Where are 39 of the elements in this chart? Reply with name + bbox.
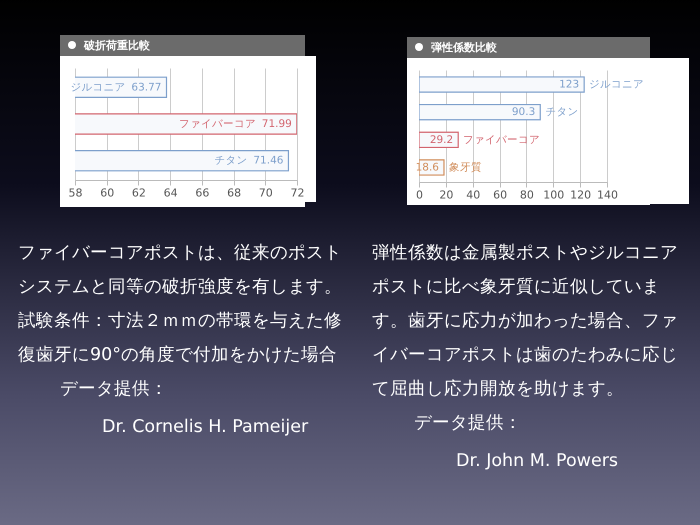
x-tick-label: 60 [100,186,114,200]
y-tick-label: ファイバーコア [178,118,256,130]
chart-title: 弾性係数比較 [407,37,650,58]
x-tick-label: 140 [597,188,618,202]
y-tick-label: チタン [545,106,578,118]
y-tick-label: ファイバーコア [463,134,540,146]
text: Dr. Cornelis H. Pameijer [101,416,310,439]
data-label: 63.77 [131,81,162,94]
data-label: 71.99 [262,118,292,130]
y-tick-label: チタン [214,154,248,167]
x-tick-label: 20 [439,188,454,202]
x-tick-label: 70 [258,186,273,200]
text: データ提供： [59,378,169,401]
x-tick-label: 120 [570,188,592,202]
data-label: 123 [559,78,580,91]
x-tick-label: 58 [68,186,82,200]
bar [419,104,541,120]
x-tick-label: 66 [195,186,210,200]
x-tick-label: 100 [543,188,564,202]
x-tick-label: 64 [164,186,178,200]
x-tick-label: 72 [290,186,304,200]
chart-title: 破折荷重比較 [60,35,305,56]
x-tick-label: 68 [227,186,242,200]
x-tick-label: 0 [416,188,423,202]
text: 弾性係数は金属製ポストやジルコニアポストに比べ象牙質に近似しています。歯牙に応力が加わった場合、ファイバーコアポストは歯のたわみに応じて屈曲し応力開放を助けます。 [372,242,679,401]
x-tick-label: 80 [520,188,534,202]
x-tick-label: 40 [466,188,480,202]
text: ファイバーコアポストは、従来のポストシステムと同等の破折強度を有します。試験条件：寸法２ｍｍの帯環を与えた修復歯牙に90°の角度で付加をかけた場合 [18,242,343,367]
text: データ提供： [413,412,523,435]
data-label: 90.3 [512,106,536,118]
x-tick-label: 62 [132,186,146,200]
y-tick-label: ジルコニア [589,78,644,91]
data-label: 29.2 [430,134,454,146]
y-tick-label: 象牙質 [448,160,482,174]
x-tick-label: 60 [493,188,508,202]
y-tick-label: ジルコニア [70,81,126,94]
bar [419,76,585,93]
data-label: 71.46 [253,154,284,167]
text: Dr. John M. Powers [455,450,620,473]
